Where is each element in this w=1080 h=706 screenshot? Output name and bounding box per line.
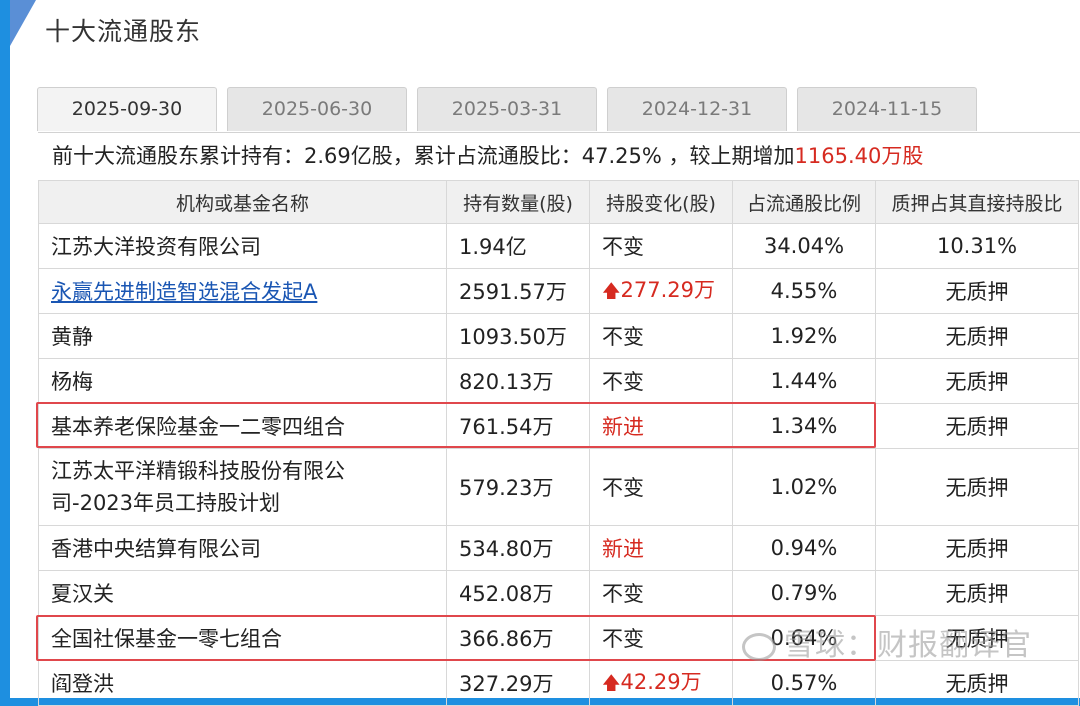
float-ratio: 1.44% bbox=[732, 358, 876, 404]
holding-amount: 327.29万 bbox=[446, 660, 590, 706]
header-name: 机构或基金名称 bbox=[38, 180, 447, 224]
holding-change-cell: 🡅277.29万 bbox=[589, 268, 733, 314]
holding-amount: 1093.50万 bbox=[446, 313, 590, 359]
table-header-row: 机构或基金名称 持有数量(股) 持股变化(股) 占流通股比例 质押占其直接持股比 bbox=[38, 180, 1079, 224]
pledge-ratio: 无质押 bbox=[875, 660, 1079, 706]
holding-change-cell: 🡅42.29万 bbox=[589, 660, 733, 706]
holder-name: 江苏大洋投资有限公司 bbox=[38, 223, 447, 269]
holding-change: 不变 bbox=[589, 570, 733, 616]
float-ratio: 34.04% bbox=[732, 223, 876, 269]
pledge-ratio: 无质押 bbox=[875, 313, 1079, 359]
float-ratio: 1.34% bbox=[732, 403, 876, 449]
holding-amount: 579.23万 bbox=[446, 448, 590, 526]
up-arrow-icon: 🡅 bbox=[602, 280, 621, 302]
float-ratio: 4.55% bbox=[732, 268, 876, 314]
table-row: 香港中央结算有限公司 534.80万 新进 0.94% 无质押 bbox=[38, 525, 1079, 571]
holder-name: 阎登洪 bbox=[38, 660, 447, 706]
snowball-logo-icon bbox=[742, 632, 776, 661]
holding-change: 277.29万 bbox=[620, 277, 715, 302]
summary-line: 前十大流通股东累计持有：2.69亿股，累计占流通股比：47.25% ，较上期增加… bbox=[38, 132, 1080, 180]
summary-text: 前十大流通股东累计持有：2.69亿股，累计占流通股比：47.25% ，较上期增加 bbox=[52, 144, 795, 168]
table-row: 黄静 1093.50万 不变 1.92% 无质押 bbox=[38, 313, 1079, 359]
pledge-ratio: 无质押 bbox=[875, 570, 1079, 616]
holder-name: 基本养老保险基金一二零四组合 bbox=[38, 403, 447, 449]
table-row: 夏汉关 452.08万 不变 0.79% 无质押 bbox=[38, 570, 1079, 616]
holder-name: 黄静 bbox=[38, 313, 447, 359]
table-row: 江苏大洋投资有限公司 1.94亿 不变 34.04% 10.31% bbox=[38, 223, 1079, 269]
holder-name: 全国社保基金一零七组合 bbox=[38, 615, 447, 661]
pledge-ratio: 无质押 bbox=[875, 448, 1079, 526]
tab-2025-09-30[interactable]: 2025-09-30 bbox=[37, 87, 217, 131]
holder-name-cell: 永赢先进制造智选混合发起A bbox=[38, 268, 447, 314]
float-ratio: 1.02% bbox=[732, 448, 876, 526]
pledge-ratio: 10.31% bbox=[875, 223, 1079, 269]
pledge-ratio: 无质押 bbox=[875, 525, 1079, 571]
pledge-ratio: 无质押 bbox=[875, 403, 1079, 449]
table-row: 阎登洪 327.29万 🡅42.29万 0.57% 无质押 bbox=[38, 660, 1079, 706]
holding-change: 新进 bbox=[589, 403, 733, 449]
holding-change: 不变 bbox=[589, 223, 733, 269]
table-row: 杨梅 820.13万 不变 1.44% 无质押 bbox=[38, 358, 1079, 404]
header-change: 持股变化(股) bbox=[589, 180, 733, 224]
holding-amount: 452.08万 bbox=[446, 570, 590, 616]
page-title: 十大流通股东 bbox=[45, 17, 202, 46]
tab-2024-11-15[interactable]: 2024-11-15 bbox=[797, 87, 977, 131]
holding-change: 不变 bbox=[589, 615, 733, 661]
header-pledge: 质押占其直接持股比 bbox=[875, 180, 1079, 224]
holding-amount: 820.13万 bbox=[446, 358, 590, 404]
table-row: 永赢先进制造智选混合发起A 2591.57万 🡅277.29万 4.55% 无质… bbox=[38, 268, 1079, 314]
holding-change: 新进 bbox=[589, 525, 733, 571]
shareholders-table: 机构或基金名称 持有数量(股) 持股变化(股) 占流通股比例 质押占其直接持股比… bbox=[38, 180, 1079, 706]
header-hold: 持有数量(股) bbox=[446, 180, 590, 224]
holding-amount: 534.80万 bbox=[446, 525, 590, 571]
fund-link[interactable]: 永赢先进制造智选混合发起A bbox=[51, 280, 318, 304]
table-row: 江苏太平洋精锻科技股份有限公 司-2023年员工持股计划 579.23万 不变 1… bbox=[38, 448, 1079, 526]
holder-name: 杨梅 bbox=[38, 358, 447, 404]
tab-2024-12-31[interactable]: 2024-12-31 bbox=[607, 87, 787, 131]
float-ratio: 0.57% bbox=[732, 660, 876, 706]
holding-change: 不变 bbox=[589, 313, 733, 359]
float-ratio: 0.79% bbox=[732, 570, 876, 616]
header-ratio: 占流通股比例 bbox=[732, 180, 876, 224]
holding-change: 42.29万 bbox=[620, 669, 702, 694]
holding-amount: 366.86万 bbox=[446, 615, 590, 661]
float-ratio: 0.94% bbox=[732, 525, 876, 571]
holder-name-cell: 江苏太平洋精锻科技股份有限公 司-2023年员工持股计划 bbox=[38, 448, 447, 526]
pledge-ratio: 无质押 bbox=[875, 358, 1079, 404]
up-arrow-icon: 🡅 bbox=[602, 672, 621, 694]
watermark-text: 雪球：财报翻译官 bbox=[784, 628, 1032, 663]
float-ratio: 1.92% bbox=[732, 313, 876, 359]
holder-name: 夏汉关 bbox=[38, 570, 447, 616]
holder-name-line1: 江苏太平洋精锻科技股份有限公 bbox=[51, 459, 345, 483]
holding-amount: 2591.57万 bbox=[446, 268, 590, 314]
tab-2025-06-30[interactable]: 2025-06-30 bbox=[227, 87, 407, 131]
holder-name: 香港中央结算有限公司 bbox=[38, 525, 447, 571]
holding-change: 不变 bbox=[589, 448, 733, 526]
pledge-ratio: 无质押 bbox=[875, 268, 1079, 314]
corner-decoration bbox=[10, 0, 36, 46]
holder-name-line2: 司-2023年员工持股计划 bbox=[51, 491, 281, 515]
tab-2025-03-31[interactable]: 2025-03-31 bbox=[417, 87, 597, 131]
holding-change: 不变 bbox=[589, 358, 733, 404]
table-row: 基本养老保险基金一二零四组合 761.54万 新进 1.34% 无质押 bbox=[38, 403, 1079, 449]
holding-amount: 761.54万 bbox=[446, 403, 590, 449]
holding-amount: 1.94亿 bbox=[446, 223, 590, 269]
watermark: 雪球：财报翻译官 bbox=[742, 620, 1032, 664]
summary-increase: 1165.40万股 bbox=[794, 144, 924, 168]
